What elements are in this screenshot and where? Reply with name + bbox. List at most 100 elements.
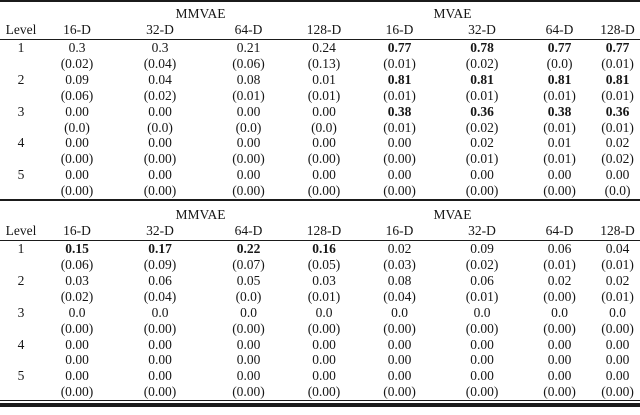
- value-cell: 0.0: [151, 304, 169, 320]
- std-row: (0.02) (0.04) (0.06) (0.13) (0.01) (0.02) (0.0…: [0, 56, 640, 72]
- value-cell: 0.00: [65, 368, 89, 384]
- table-top-container: MMVAE MVAE Level 16-D 32-D 64-D 128-D 16-D 32-D 6…: [0, 0, 640, 202]
- level-cell: 4: [17, 336, 25, 352]
- value-cell: 0.03: [65, 272, 89, 288]
- std-cell: (0.01): [601, 87, 634, 103]
- value-cell: 0.00: [605, 368, 630, 384]
- table-row: 1 0.15 0.17 0.22 0.16 0.02 0.09 0.06 0.04: [0, 241, 640, 257]
- std-cell: (0.02): [465, 256, 499, 272]
- std-cell: (0.00): [60, 320, 94, 336]
- level-column-header: Level: [0, 22, 42, 40]
- value-cell: 0.81: [605, 71, 630, 87]
- value-cell: 0.00: [148, 336, 172, 352]
- std-cell: (0.00): [143, 151, 177, 167]
- level-column-header: Level: [0, 223, 42, 242]
- value-cell: 0.0: [315, 304, 333, 320]
- std-cell: (0.03): [383, 256, 416, 272]
- group-header-spacer: [0, 1, 42, 22]
- table-row: 5 0.00 0.00 0.00 0.00 0.00 0.00 0.00 0.00: [0, 368, 640, 384]
- value-cell: 0.16: [312, 241, 336, 257]
- std-cell: (0.0): [311, 119, 337, 135]
- value-cell: 0.36: [470, 103, 494, 119]
- level-cell: 1: [17, 40, 25, 55]
- table-row: 3 0.0 0.0 0.0 0.0 0.0 0.0 0.0 0.0: [0, 305, 640, 321]
- table-row: 2 0.09 0.04 0.08 0.01 0.81 0.81 0.81 0.81: [0, 72, 640, 88]
- column-header-cell: 128-D: [289, 223, 360, 242]
- level-cell: 5: [17, 368, 25, 384]
- bottom-rule: [0, 403, 640, 407]
- std-cell: (0.00): [232, 384, 265, 400]
- std-cell: (0.00): [60, 384, 94, 400]
- value-cell: 0.00: [547, 336, 572, 352]
- value-cell: 0.21: [236, 40, 261, 55]
- value-cell: 0.78: [470, 40, 494, 55]
- group-header-row: MMVAE MVAE: [0, 201, 640, 223]
- std-cell: (0.00): [143, 183, 177, 199]
- value-cell: 0.00: [387, 336, 412, 352]
- value-cell: 0.00: [312, 167, 336, 183]
- std-cell: (0.01): [383, 87, 416, 103]
- value-cell: 0.00: [236, 135, 261, 151]
- std-cell: (0.00): [232, 320, 265, 336]
- value-cell: 0.38: [547, 103, 572, 119]
- std-cell: (0.00): [543, 320, 576, 336]
- std-cell: (0.00): [383, 151, 416, 167]
- value-cell: 0.00: [65, 135, 89, 151]
- column-header-cell: 16-D: [42, 223, 112, 242]
- value-cell: 0.22: [236, 241, 261, 257]
- value-cell: 0.00: [236, 167, 261, 183]
- column-header-row: Level 16-D 32-D 64-D 128-D 16-D 32-D 64-D 128-D: [0, 22, 640, 40]
- group-header-spacer: [0, 201, 42, 223]
- value-cell: 0.0: [473, 304, 491, 320]
- std-cell: (0.00): [465, 183, 499, 199]
- std-cell: (0.00): [383, 384, 416, 400]
- std-cell: (0.00): [232, 183, 265, 199]
- std-cell: 0.00: [605, 352, 630, 368]
- std-cell: (0.01): [383, 119, 416, 135]
- level-spacer-cell: [0, 183, 42, 200]
- std-cell: (0.02): [601, 151, 634, 167]
- value-cell: 0.01: [312, 71, 336, 87]
- std-cell: 0.00: [148, 352, 172, 368]
- value-cell: 0.06: [547, 241, 572, 257]
- value-cell: 0.0: [391, 304, 408, 320]
- group-header-row: MMVAE MVAE: [0, 1, 640, 22]
- value-cell: 0.02: [605, 272, 630, 288]
- std-cell: (0.00): [465, 384, 499, 400]
- std-cell: (0.0): [147, 119, 173, 135]
- group-header-mvae: MVAE: [433, 6, 472, 21]
- value-cell: 0.09: [65, 71, 89, 87]
- value-cell: 0.00: [387, 135, 412, 151]
- value-cell: 0.00: [236, 368, 261, 384]
- std-cell: (0.00): [465, 320, 499, 336]
- value-cell: 0.00: [605, 336, 630, 352]
- value-cell: 0.0: [68, 304, 86, 320]
- value-cell: 0.38: [387, 103, 412, 119]
- value-cell: 0.09: [470, 241, 494, 257]
- std-cell: (0.01): [465, 87, 499, 103]
- value-cell: 0.77: [605, 40, 630, 55]
- table-row: 4 0.00 0.00 0.00 0.00 0.00 0.02 0.01 0.02: [0, 135, 640, 151]
- std-row: (0.00) (0.00) (0.00) (0.00) (0.00) (0.00) (0.0…: [0, 321, 640, 337]
- std-row: 0.00 0.00 0.00 0.00 0.00 0.00 0.00 0.00: [0, 352, 640, 368]
- value-cell: 0.3: [68, 40, 86, 55]
- std-cell: 0.00: [547, 352, 572, 368]
- std-cell: (0.01): [307, 288, 341, 304]
- value-cell: 0.04: [605, 241, 630, 257]
- value-cell: 0.00: [387, 167, 412, 183]
- std-cell: (0.00): [232, 151, 265, 167]
- column-header-cell: 16-D: [42, 22, 112, 40]
- table-bottom-container: MMVAE MVAE Level 16-D 32-D 64-D 128-D 16-D 32-D 6…: [0, 201, 640, 402]
- std-cell: (0.01): [543, 119, 576, 135]
- std-cell: (0.02): [60, 288, 94, 304]
- std-cell: (0.0): [546, 55, 573, 71]
- value-cell: 0.00: [470, 167, 494, 183]
- value-cell: 0.00: [470, 336, 494, 352]
- value-cell: 0.00: [470, 368, 494, 384]
- group-header-mvae: MVAE: [433, 207, 472, 223]
- std-cell: (0.01): [601, 55, 634, 71]
- column-header-cell: 64-D: [208, 223, 289, 242]
- value-cell: 0.00: [547, 167, 572, 183]
- std-cell: (0.02): [465, 55, 499, 71]
- column-header-cell: 16-D: [359, 223, 441, 242]
